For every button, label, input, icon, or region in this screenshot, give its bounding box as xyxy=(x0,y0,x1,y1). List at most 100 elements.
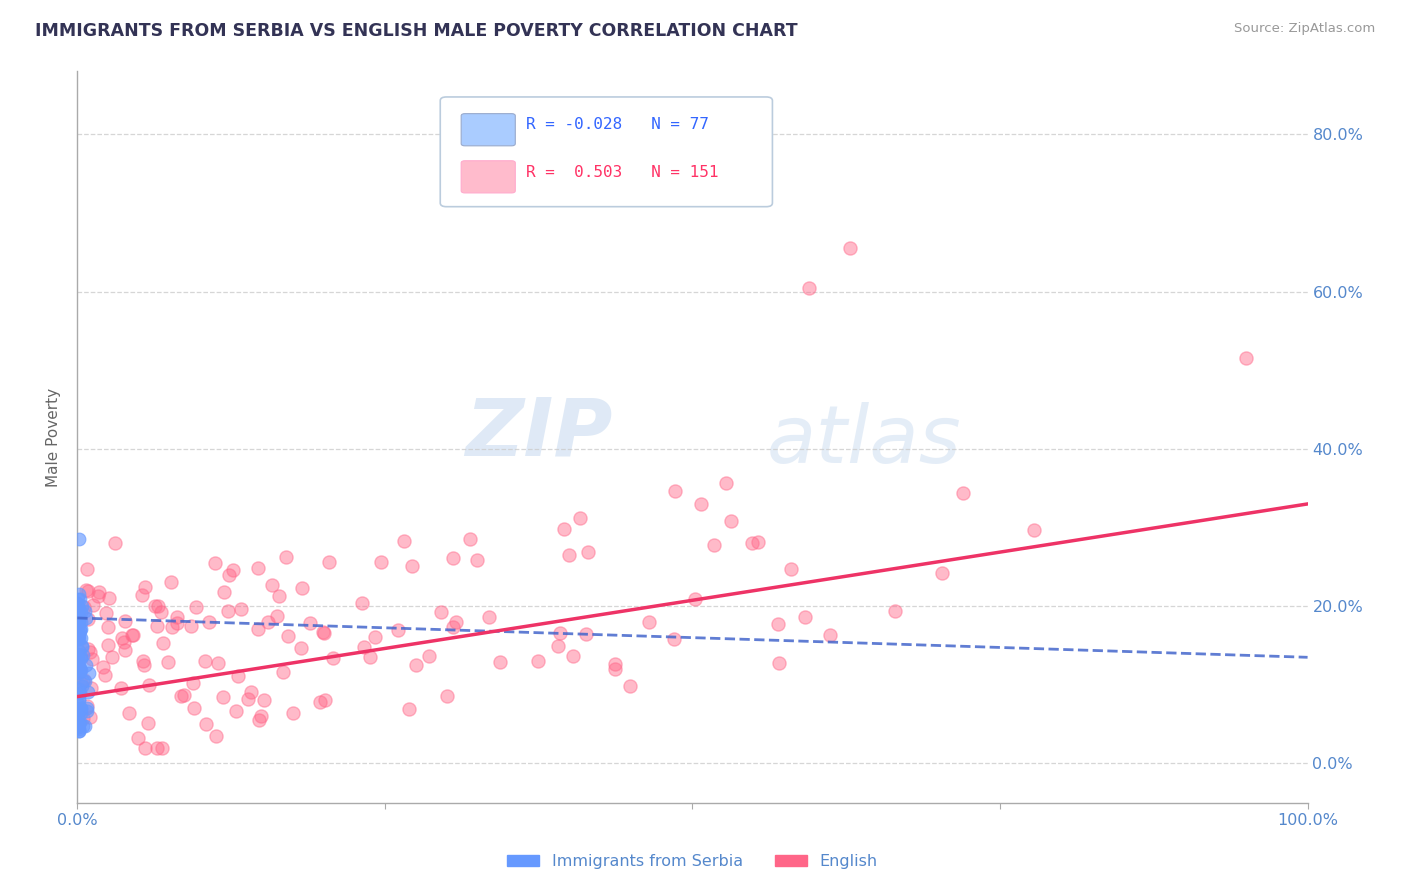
Text: atlas: atlas xyxy=(766,401,962,480)
Point xyxy=(121,628,143,642)
Point xyxy=(952,486,974,500)
Point xyxy=(69,622,91,636)
Point xyxy=(150,740,173,755)
Point xyxy=(714,476,737,491)
Point xyxy=(94,606,117,620)
Point xyxy=(67,720,90,734)
Point xyxy=(314,693,336,707)
Point xyxy=(314,626,336,640)
Point xyxy=(69,701,91,715)
Point xyxy=(136,716,159,731)
Point xyxy=(66,665,89,679)
Point xyxy=(465,552,488,566)
Point xyxy=(205,729,228,743)
Point xyxy=(441,619,464,633)
Point xyxy=(121,628,143,642)
Point xyxy=(138,678,160,692)
Point xyxy=(218,567,240,582)
Point xyxy=(768,656,790,670)
Point xyxy=(166,615,188,630)
Point xyxy=(318,555,340,569)
Point xyxy=(80,681,103,695)
Point xyxy=(214,584,236,599)
Point xyxy=(87,584,110,599)
Point xyxy=(67,608,90,623)
Point xyxy=(229,602,252,616)
Point xyxy=(97,638,120,652)
Point xyxy=(401,558,423,573)
Point xyxy=(77,612,100,626)
Point xyxy=(458,533,481,547)
Text: ZIP: ZIP xyxy=(465,394,613,473)
Point xyxy=(67,630,90,644)
Point xyxy=(247,623,270,637)
Point xyxy=(160,620,183,634)
Point xyxy=(277,629,299,643)
Point xyxy=(183,700,205,714)
Point xyxy=(72,648,94,663)
Point xyxy=(70,640,93,654)
Point xyxy=(67,686,90,700)
Point xyxy=(66,612,89,626)
FancyBboxPatch shape xyxy=(461,161,516,193)
Point xyxy=(553,522,575,536)
Point xyxy=(69,702,91,716)
Point xyxy=(478,609,501,624)
Point xyxy=(70,639,93,653)
Point xyxy=(67,612,90,626)
Point xyxy=(249,714,271,728)
Point xyxy=(67,643,90,657)
Point xyxy=(67,632,90,646)
Point xyxy=(246,561,269,575)
Point xyxy=(72,719,94,733)
Point xyxy=(69,623,91,637)
Point xyxy=(184,599,207,614)
Point xyxy=(75,610,97,624)
Point xyxy=(145,740,167,755)
Point xyxy=(290,581,312,595)
Point xyxy=(69,662,91,676)
Point xyxy=(70,663,93,677)
Point xyxy=(780,562,803,576)
Point xyxy=(157,656,180,670)
Point xyxy=(312,624,335,639)
Point xyxy=(132,654,155,668)
Point xyxy=(603,662,626,676)
Point xyxy=(70,649,93,664)
Point xyxy=(97,620,120,634)
Point xyxy=(703,539,725,553)
Point xyxy=(77,666,100,681)
Point xyxy=(67,706,90,721)
Point xyxy=(204,556,226,570)
Point xyxy=(104,536,127,550)
Point xyxy=(576,545,599,559)
Point xyxy=(73,674,96,689)
Point xyxy=(253,692,276,706)
Point xyxy=(69,665,91,679)
Point xyxy=(225,704,247,718)
Point xyxy=(166,610,188,624)
Point xyxy=(75,582,97,597)
Point xyxy=(112,635,135,649)
Point xyxy=(228,669,250,683)
Point xyxy=(67,659,90,673)
Point xyxy=(132,658,155,673)
Point xyxy=(152,636,174,650)
Point xyxy=(66,697,89,711)
Point xyxy=(67,533,90,547)
Point xyxy=(67,632,90,646)
Point xyxy=(67,626,90,640)
Point xyxy=(66,610,89,624)
Point xyxy=(181,676,204,690)
Point xyxy=(67,693,90,707)
Point xyxy=(146,619,169,633)
Point xyxy=(67,592,90,607)
Point xyxy=(568,511,591,525)
Point xyxy=(799,280,821,294)
FancyBboxPatch shape xyxy=(461,113,516,145)
Point xyxy=(146,599,169,613)
Point xyxy=(67,722,90,736)
Point xyxy=(67,682,90,697)
Point xyxy=(76,642,98,657)
Point xyxy=(79,709,101,723)
